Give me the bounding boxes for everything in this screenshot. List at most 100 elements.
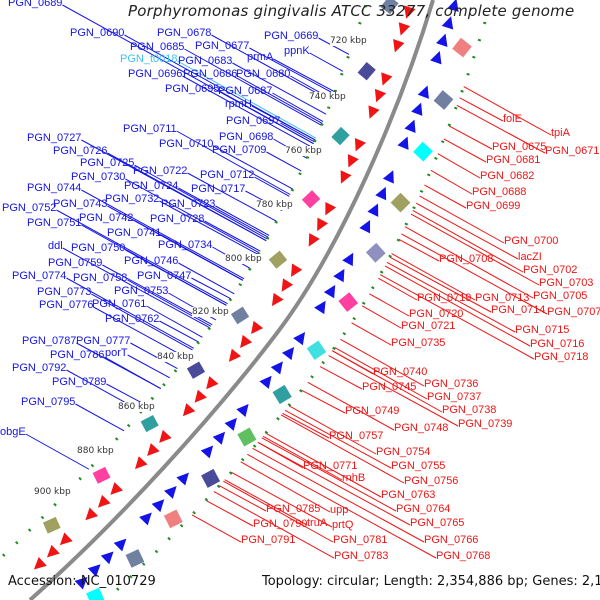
gene-label[interactable]: PGN_0743	[53, 198, 108, 210]
gene-label[interactable]: PGN_0689	[8, 0, 63, 9]
gene-label[interactable]: PGN_0730	[71, 171, 126, 183]
gene-feature-box[interactable]	[452, 37, 472, 58]
gene-label[interactable]: PGN_0726	[53, 145, 108, 157]
gene-label[interactable]: PGN_0682	[480, 170, 535, 182]
reverse-gene-arrow[interactable]	[94, 494, 111, 512]
forward-gene-arrow[interactable]	[281, 343, 299, 361]
gene-feature-box[interactable]	[86, 587, 105, 600]
gene-label[interactable]: PGN_0768	[436, 550, 491, 562]
gene-feature-box[interactable]	[301, 190, 321, 209]
forward-gene-arrow[interactable]	[382, 168, 399, 184]
gene-feature-box[interactable]	[413, 141, 433, 162]
gene-label[interactable]: PGN_0695	[165, 83, 220, 95]
gene-label[interactable]: PGN_0678	[157, 27, 212, 39]
gene-label[interactable]: PGN_0681	[486, 154, 541, 166]
gene-label[interactable]: PGN_0785	[266, 503, 321, 515]
reverse-gene-arrow[interactable]	[364, 105, 380, 121]
gene-label[interactable]: PGN_0671	[545, 145, 600, 157]
forward-gene-arrow[interactable]	[359, 217, 375, 234]
forward-gene-arrow[interactable]	[212, 428, 230, 445]
gene-feature-box[interactable]	[380, 0, 399, 15]
gene-label[interactable]: PGN_0756	[404, 475, 459, 487]
forward-gene-arrow[interactable]	[436, 32, 451, 47]
reverse-gene-arrow[interactable]	[277, 278, 294, 295]
gene-label[interactable]: PGN_0783	[334, 550, 389, 562]
gene-label[interactable]: PGN_0719	[417, 292, 472, 304]
gene-label[interactable]: PGN_0728	[150, 213, 205, 225]
forward-gene-arrow[interactable]	[375, 184, 391, 201]
reverse-gene-arrow[interactable]	[224, 348, 242, 366]
gene-label[interactable]: PGN_0736	[424, 378, 479, 390]
reverse-gene-arrow[interactable]	[336, 170, 352, 186]
gene-label[interactable]: PGN_0698	[219, 131, 274, 143]
gene-feature-box[interactable]	[201, 468, 221, 488]
gene-label[interactable]: PGN_0734	[158, 239, 213, 251]
forward-gene-arrow[interactable]	[342, 250, 358, 267]
reverse-gene-arrow[interactable]	[43, 544, 60, 562]
gene-label[interactable]: PGN_0707	[547, 306, 600, 318]
gene-label[interactable]: PGN_0740	[373, 366, 428, 378]
gene-label[interactable]: PGN_0795	[21, 396, 76, 408]
reverse-gene-arrow[interactable]	[343, 154, 359, 170]
gene-label[interactable]: PGN_0675	[492, 141, 547, 153]
gene-label[interactable]: ddl	[48, 240, 63, 252]
forward-gene-arrow[interactable]	[367, 201, 383, 217]
gene-label[interactable]: PGN_0761	[92, 298, 147, 310]
reverse-gene-arrow[interactable]	[143, 443, 160, 460]
gene-feature-box[interactable]	[237, 427, 257, 447]
forward-gene-arrow[interactable]	[139, 508, 156, 526]
forward-gene-arrow[interactable]	[441, 14, 457, 30]
gene-label[interactable]: tpiA	[551, 127, 570, 139]
gene-label[interactable]: PGN_0727	[27, 132, 82, 144]
gene-label[interactable]: porT	[105, 347, 128, 359]
gene-feature-box[interactable]	[390, 192, 411, 213]
gene-label[interactable]: PGN_0752	[2, 202, 57, 214]
reverse-gene-arrow[interactable]	[377, 72, 393, 87]
gene-feature-box[interactable]	[92, 466, 111, 484]
gene-label[interactable]: PGN_0773	[37, 286, 92, 298]
gene-label[interactable]: PGN_0757	[329, 430, 384, 442]
gene-label[interactable]: PGN_0700	[504, 235, 559, 247]
gene-label[interactable]: PGN_0781	[333, 534, 388, 546]
forward-gene-arrow[interactable]	[151, 495, 169, 513]
gene-label[interactable]: PGN_0712	[200, 169, 255, 181]
forward-gene-arrow[interactable]	[270, 358, 288, 375]
gene-label[interactable]: PGN_0697	[226, 115, 281, 127]
reverse-gene-arrow[interactable]	[267, 292, 284, 310]
gene-label[interactable]: rnhB	[342, 472, 366, 484]
gene-label[interactable]: PGN_0739	[458, 418, 513, 430]
gene-label[interactable]: PGN_0732	[105, 193, 160, 205]
gene-label[interactable]: PGN_0710	[159, 138, 214, 150]
forward-gene-arrow[interactable]	[404, 117, 420, 133]
reverse-gene-arrow[interactable]	[371, 88, 387, 105]
gene-label[interactable]: PGN_0709	[212, 144, 267, 156]
gene-label[interactable]: PGN_0774	[12, 270, 67, 282]
reverse-gene-arrow[interactable]	[155, 429, 172, 447]
gene-label[interactable]: PGN_0766	[424, 534, 479, 546]
gene-label[interactable]: PGN_0686	[183, 68, 238, 80]
reverse-gene-arrow[interactable]	[312, 217, 329, 234]
gene-label[interactable]: PGN_0721	[401, 320, 456, 332]
gene-label[interactable]: PGN_0741	[107, 227, 162, 239]
reverse-gene-arrow[interactable]	[400, 5, 416, 21]
forward-gene-arrow[interactable]	[176, 469, 193, 486]
forward-gene-arrow[interactable]	[200, 441, 218, 459]
gene-label[interactable]: PGN_0744	[27, 182, 82, 194]
forward-gene-arrow[interactable]	[113, 534, 131, 552]
reverse-gene-arrow[interactable]	[246, 320, 264, 338]
reverse-gene-arrow[interactable]	[286, 263, 303, 280]
gene-label[interactable]: PGN_0755	[391, 460, 446, 472]
gene-label[interactable]: PGN_0688	[472, 186, 527, 198]
gene-label[interactable]: PGN_0737	[427, 391, 482, 403]
reverse-gene-arrow[interactable]	[81, 507, 99, 525]
gene-label[interactable]: truA	[307, 517, 328, 529]
gene-feature-box[interactable]	[163, 509, 183, 529]
gene-label[interactable]: PGN_0758	[73, 272, 128, 284]
reverse-gene-arrow[interactable]	[30, 556, 47, 574]
gene-feature-box[interactable]	[125, 549, 145, 568]
forward-gene-arrow[interactable]	[293, 328, 310, 346]
gene-label[interactable]: PGN_0716	[530, 338, 585, 350]
gene-feature-box[interactable]	[186, 361, 206, 379]
gene-feature-box[interactable]	[331, 126, 350, 146]
gene-label[interactable]: PGN_0776	[39, 299, 94, 311]
